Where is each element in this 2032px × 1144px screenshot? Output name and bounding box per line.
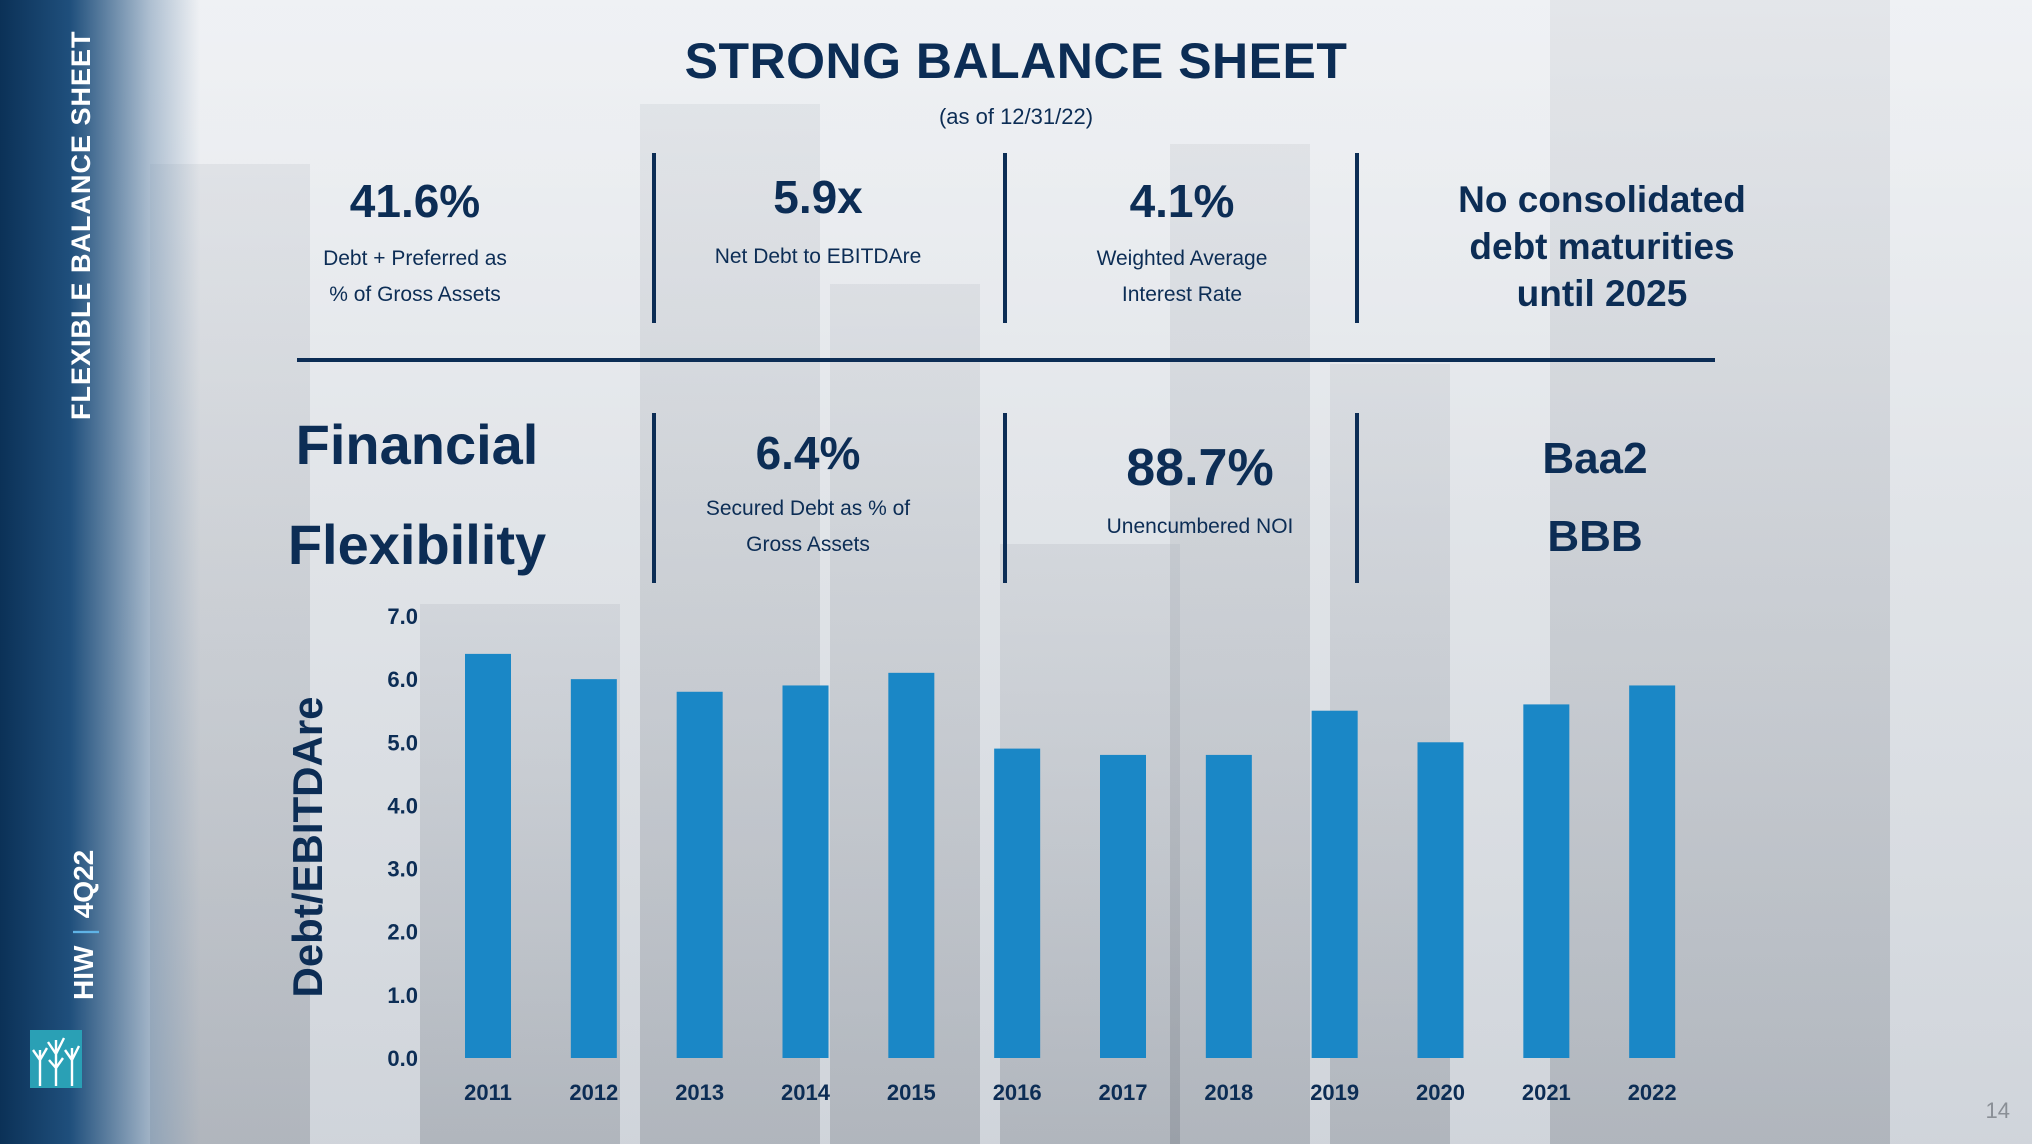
bar-2022 [1629,685,1676,1058]
bar-2017 [1100,754,1146,1058]
tree-logo-icon [30,1030,82,1088]
maturity-line2: debt maturities [1469,226,1735,267]
rating-sp: BBB [1547,512,1643,561]
debt-ebitdare-chart: Debt/EBITDAre 0.0 1.0 2.0 3.0 4.0 5.0 6.0 7.0 201… [270,598,1730,1118]
x-tick-label: 2020 [1416,1080,1465,1105]
x-tick-label: 2021 [1522,1080,1571,1105]
stat-label-line1: Unencumbered NOI [1106,515,1294,539]
x-tick-label: 2019 [1310,1080,1359,1105]
x-tick-label: 2014 [781,1080,831,1105]
stat-label-line1: Net Debt to EBITDAre [714,244,922,268]
y-tick-label: 4.0 [387,793,418,818]
bar-2011 [465,653,511,1058]
divider-top-3 [1355,153,1359,323]
y-tick-label: 6.0 [387,667,418,692]
stat-value: 6.4% [755,427,861,479]
stat-label-line1: Secured Debt as % of [705,496,911,520]
stat-value: 88.7% [1126,439,1274,497]
y-axis-label: Debt/EBITDAre [284,696,331,997]
chart-svg: Debt/EBITDAre 0.0 1.0 2.0 3.0 4.0 5.0 6.0 7.0 201… [284,604,1677,1105]
divider-bottom-3 [1355,413,1359,583]
bar-2016 [994,748,1041,1058]
y-tick-label: 2.0 [387,920,418,945]
bar-2013 [676,691,723,1058]
bar-2021 [1523,704,1570,1058]
bar-2014 [782,685,829,1058]
x-tick-label: 2013 [675,1080,724,1105]
stat-secured-debt: 6.4% Secured Debt as % of Gross Assets [658,428,958,563]
page-number: 14 [1985,1098,2010,1123]
stat-label-line2: Interest Rate [1121,282,1243,306]
x-tick-label: 2011 [464,1080,512,1105]
bar-2012 [570,679,617,1058]
page-title: STRONG BALANCE SHEET [684,33,1348,89]
divider-top-1 [652,153,656,323]
bar-2018 [1205,754,1252,1058]
stat-net-debt-ebitdare: 5.9x Net Debt to EBITDAre [668,172,968,275]
rating-moodys: Baa2 [1542,434,1648,483]
x-tick-label: 2012 [569,1080,618,1105]
stat-label-line2: % of Gross Assets [329,282,501,306]
maturity-note: No consolidated debt maturities until 20… [1402,176,1802,317]
stat-label-line1: Debt + Preferred as [323,246,507,270]
period-text: 4Q22 [68,849,99,919]
stat-value: 5.9x [773,171,863,223]
stat-unencumbered-noi: 88.7% Unencumbered NOI [1050,439,1350,545]
divider-bottom-2 [1003,413,1007,583]
financial-flexibility-line2: Flexibility [287,513,547,576]
brand-vertical: HIW | 4Q22 [30,800,99,1010]
bar-2020 [1417,742,1464,1058]
x-tick-label: 2017 [1099,1080,1148,1105]
maturity-line1: No consolidated [1458,179,1746,220]
sidebar: FLEXIBLE BALANCE SHEET HIW|4Q22 [0,0,200,1144]
stat-weighted-interest: 4.1% Weighted Average Interest Rate [1032,176,1332,313]
y-tick-label: 5.0 [387,730,418,755]
divider-top-2 [1003,153,1007,323]
ticker-text: HIW [68,945,99,1000]
bar-2019 [1311,710,1358,1058]
financial-flexibility-line1: Financial [295,413,539,476]
page-subtitle: (as of 12/31/22) [938,104,1094,129]
brand-separator: | [68,928,99,936]
x-tick-label: 2022 [1628,1080,1677,1105]
y-tick-label: 1.0 [387,983,418,1008]
maturity-line3: until 2025 [1516,273,1688,314]
stat-value: 41.6% [349,175,481,227]
y-tick-label: 0.0 [387,1046,418,1071]
bar-2015 [888,672,935,1058]
stat-value: 4.1% [1129,175,1235,227]
y-tick-label: 7.0 [387,604,418,629]
stat-debt-preferred: 41.6% Debt + Preferred as % of Gross Ass… [265,176,565,313]
y-tick-label: 3.0 [387,857,418,882]
divider-horizontal [297,358,1715,362]
stat-label-line1: Weighted Average [1096,246,1268,270]
stat-label-line2: Gross Assets [746,532,870,556]
divider-bottom-1 [652,413,656,583]
x-tick-label: 2015 [887,1080,936,1105]
x-tick-label: 2016 [993,1080,1042,1105]
x-tick-label: 2018 [1204,1080,1253,1105]
